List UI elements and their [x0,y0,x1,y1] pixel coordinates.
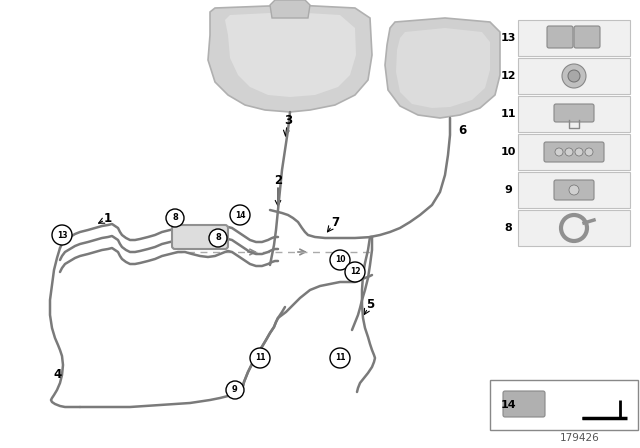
Text: 9: 9 [232,385,238,395]
Circle shape [555,148,563,156]
Text: 11: 11 [335,353,345,362]
Circle shape [250,348,270,368]
Circle shape [166,209,184,227]
Circle shape [230,205,250,225]
Circle shape [575,148,583,156]
Text: 10: 10 [335,255,345,264]
Text: 2: 2 [274,173,282,186]
FancyBboxPatch shape [518,20,630,56]
Polygon shape [396,28,490,108]
Circle shape [562,64,586,88]
Text: 1: 1 [104,211,112,224]
FancyBboxPatch shape [518,172,630,208]
Circle shape [569,185,579,195]
Polygon shape [208,5,372,112]
Polygon shape [270,0,310,18]
Text: 3: 3 [284,113,292,126]
FancyBboxPatch shape [518,58,630,94]
Text: 7: 7 [331,215,339,228]
Circle shape [585,148,593,156]
Text: 14: 14 [235,211,245,220]
Text: 179426: 179426 [560,433,600,443]
FancyBboxPatch shape [518,210,630,246]
FancyBboxPatch shape [503,391,545,417]
Polygon shape [385,18,500,118]
Text: 12: 12 [349,267,360,276]
FancyBboxPatch shape [518,134,630,170]
Circle shape [209,229,227,247]
FancyBboxPatch shape [172,225,228,249]
Text: 13: 13 [500,33,516,43]
Text: 8: 8 [215,233,221,242]
Text: 4: 4 [54,369,62,382]
Text: 5: 5 [366,298,374,311]
FancyBboxPatch shape [554,104,594,122]
Text: 8: 8 [504,223,512,233]
FancyBboxPatch shape [490,380,638,430]
Circle shape [330,250,350,270]
Circle shape [330,348,350,368]
Circle shape [52,225,72,245]
Circle shape [345,262,365,282]
Text: 12: 12 [500,71,516,81]
Text: 6: 6 [458,124,466,137]
Text: 8: 8 [172,214,178,223]
Text: 11: 11 [255,353,265,362]
Text: 11: 11 [500,109,516,119]
Circle shape [226,381,244,399]
Text: 10: 10 [500,147,516,157]
FancyBboxPatch shape [544,142,604,162]
FancyBboxPatch shape [547,26,573,48]
FancyBboxPatch shape [554,180,594,200]
Polygon shape [225,12,356,97]
Text: 14: 14 [500,400,516,410]
Text: 9: 9 [504,185,512,195]
Circle shape [565,148,573,156]
Circle shape [568,70,580,82]
FancyBboxPatch shape [518,96,630,132]
FancyBboxPatch shape [574,26,600,48]
Text: 13: 13 [57,231,67,240]
